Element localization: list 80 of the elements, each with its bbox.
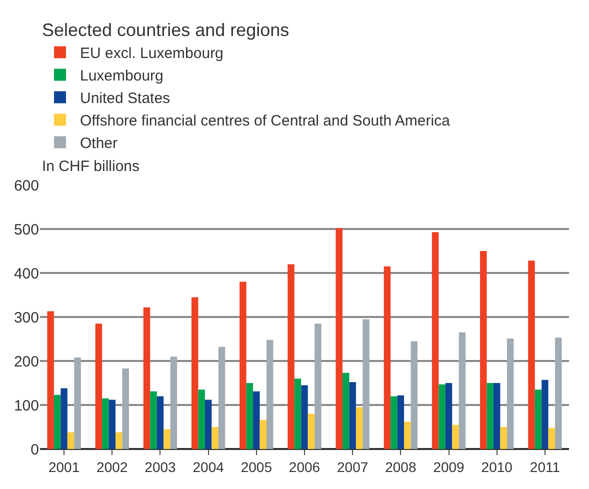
y-tick-label: 500 [14, 221, 39, 238]
bar [308, 414, 315, 449]
bar [122, 368, 129, 449]
bar [404, 422, 411, 449]
x-tick-label: 2001 [48, 458, 80, 475]
bar [349, 382, 356, 449]
bar [266, 340, 274, 449]
bar [384, 266, 391, 449]
bar [301, 385, 308, 449]
bar [260, 420, 267, 449]
bar [438, 384, 446, 449]
bar [542, 380, 548, 449]
bar [191, 297, 198, 449]
bar [294, 378, 302, 449]
x-tick-label: 2003 [144, 458, 176, 475]
bar [47, 311, 54, 449]
bar [164, 429, 170, 449]
y-tick-label: 100 [14, 397, 39, 414]
bar [397, 395, 404, 449]
bar [410, 341, 418, 449]
bar [480, 251, 487, 449]
legend-label: Offshore financial centres of Central and South America [80, 112, 451, 130]
bar [198, 390, 205, 449]
x-tick-label: 2008 [385, 458, 416, 475]
bar [240, 282, 246, 449]
bar [143, 307, 150, 449]
bar [95, 324, 102, 449]
bar [218, 346, 226, 449]
bar [288, 264, 294, 449]
bar [432, 232, 439, 449]
y-tick-label: 400 [14, 265, 39, 282]
bar [54, 394, 61, 449]
bar [494, 383, 500, 449]
bar [342, 372, 350, 449]
x-tick-label: 2002 [96, 458, 128, 475]
bar [170, 356, 178, 449]
x-tick-label: 2009 [433, 458, 465, 475]
y-tick-label: 300 [14, 309, 39, 326]
bar [528, 260, 535, 449]
y-tick-label: 200 [14, 353, 39, 370]
legend-title: Selected countries and regions [42, 20, 290, 40]
bar [108, 400, 116, 449]
x-tick-label: 2011 [530, 458, 560, 475]
bar [150, 391, 157, 449]
bar [156, 396, 164, 449]
bar [534, 390, 542, 449]
legend-label: EU excl. Luxembourg [80, 45, 224, 62]
bar [60, 388, 68, 449]
bar [452, 424, 459, 449]
legend-label: United States [80, 90, 170, 108]
bar [506, 338, 514, 449]
bar [362, 319, 370, 449]
bar [356, 407, 363, 449]
bar [390, 396, 398, 449]
legend-label: Other [80, 135, 118, 152]
bar [212, 427, 218, 449]
bar [445, 383, 452, 449]
bar [336, 228, 342, 449]
bar [116, 432, 122, 449]
bar [500, 427, 507, 449]
bar [314, 324, 322, 449]
bar [67, 432, 74, 449]
x-tick-label: 2007 [337, 458, 368, 475]
x-tick-label: 2010 [481, 458, 513, 475]
bar [102, 398, 109, 449]
bar [253, 391, 260, 449]
x-tick-label: 2006 [288, 458, 320, 475]
y-axis-title: In CHF billions [42, 158, 140, 175]
x-tick-label: 2005 [240, 458, 272, 475]
bar [74, 357, 81, 449]
x-tick-label: 2004 [192, 458, 224, 475]
bar [548, 428, 556, 449]
y-tick-label: 600 [14, 177, 39, 194]
bar [555, 338, 562, 449]
bar [204, 400, 212, 449]
bar [458, 332, 466, 449]
bar [246, 383, 254, 449]
bar [486, 383, 494, 449]
y-tick-label: 0 [30, 441, 39, 458]
legend-label: Luxembourg [80, 68, 164, 85]
